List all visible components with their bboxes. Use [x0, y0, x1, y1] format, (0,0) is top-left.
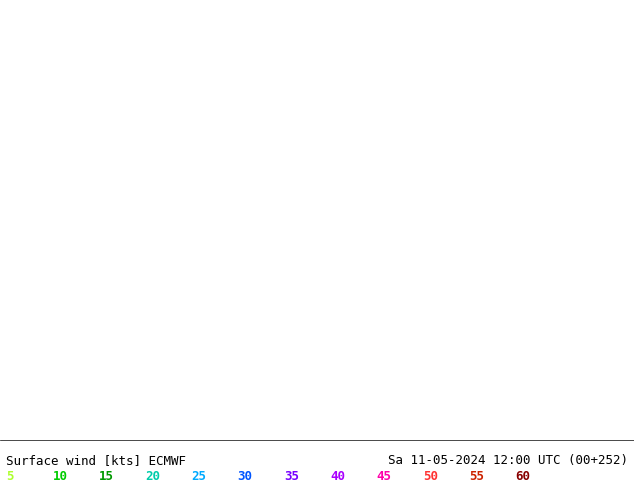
- Text: 40: 40: [330, 469, 346, 483]
- Text: 5: 5: [6, 469, 14, 483]
- Text: Surface wind [kts] ECMWF: Surface wind [kts] ECMWF: [6, 454, 186, 467]
- Text: 60: 60: [515, 469, 531, 483]
- Text: Sa 11-05-2024 12:00 UTC (00+252): Sa 11-05-2024 12:00 UTC (00+252): [387, 454, 628, 467]
- Text: 10: 10: [53, 469, 68, 483]
- Text: 55: 55: [469, 469, 484, 483]
- Text: 50: 50: [423, 469, 438, 483]
- Text: 45: 45: [377, 469, 392, 483]
- Text: 25: 25: [191, 469, 207, 483]
- Text: 35: 35: [284, 469, 299, 483]
- Text: 30: 30: [238, 469, 253, 483]
- Text: 15: 15: [99, 469, 114, 483]
- Text: 20: 20: [145, 469, 160, 483]
